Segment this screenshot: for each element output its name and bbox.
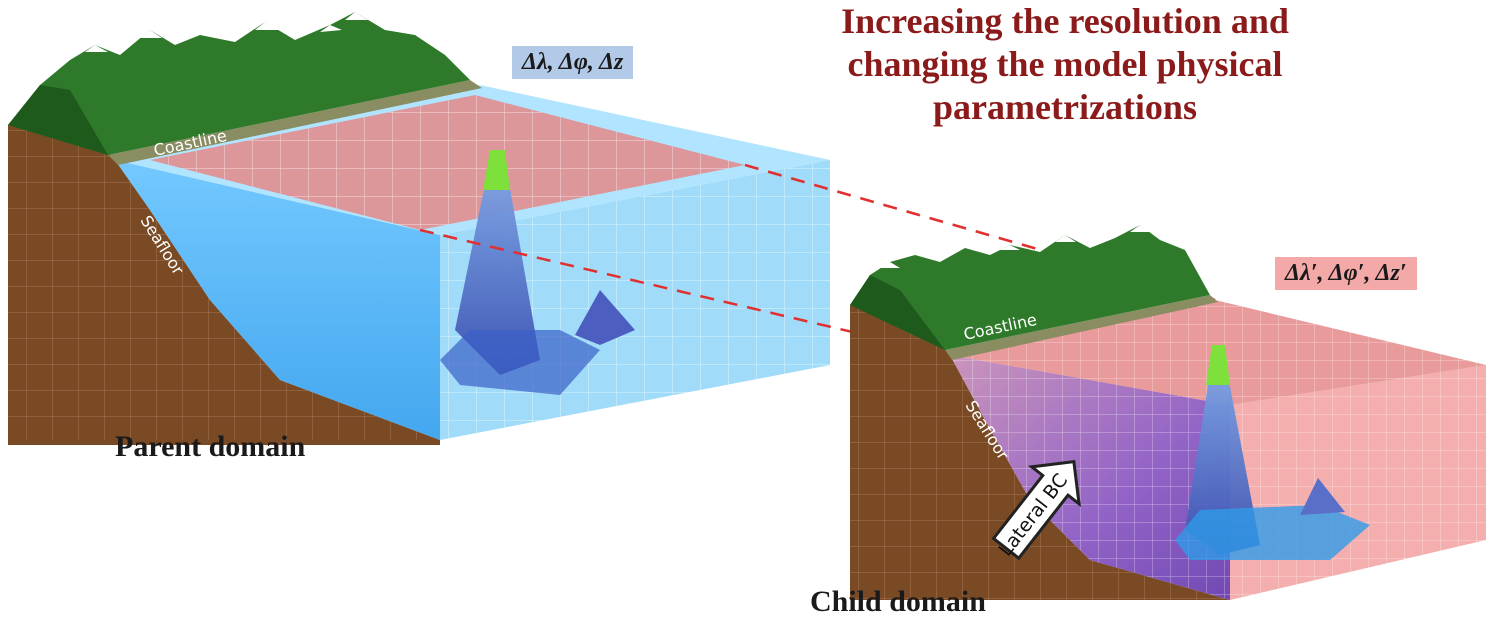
headline-line: Increasing the resolution and (841, 1, 1289, 41)
child-domain-caption: Child domain (810, 585, 986, 618)
parent-domain-block (8, 12, 830, 445)
headline-line: changing the model physical (847, 44, 1283, 84)
parent-seamount (455, 160, 540, 375)
parent-coastline-strip (108, 80, 482, 165)
headline-line: parametrizations (933, 87, 1197, 127)
child-seamount (1185, 360, 1260, 555)
headline: Increasing the resolution and changing t… (745, 0, 1385, 129)
child-resolution-text: Δλ′, Δφ′, Δz′ (1285, 260, 1407, 286)
parent-resolution-box: Δλ, Δφ, Δz (512, 46, 634, 79)
parent-resolution-text: Δλ, Δφ, Δz (522, 49, 624, 75)
child-domain-block (850, 225, 1486, 600)
child-coastline-strip (945, 295, 1218, 360)
parent-mountain-range (8, 12, 470, 155)
parent-water-front (115, 160, 440, 440)
child-resolution-box: Δλ′, Δφ′, Δz′ (1275, 257, 1417, 290)
child-mountain-range (850, 225, 1210, 350)
nesting-lines (419, 163, 1216, 357)
parent-domain-caption: Parent domain (115, 430, 306, 463)
